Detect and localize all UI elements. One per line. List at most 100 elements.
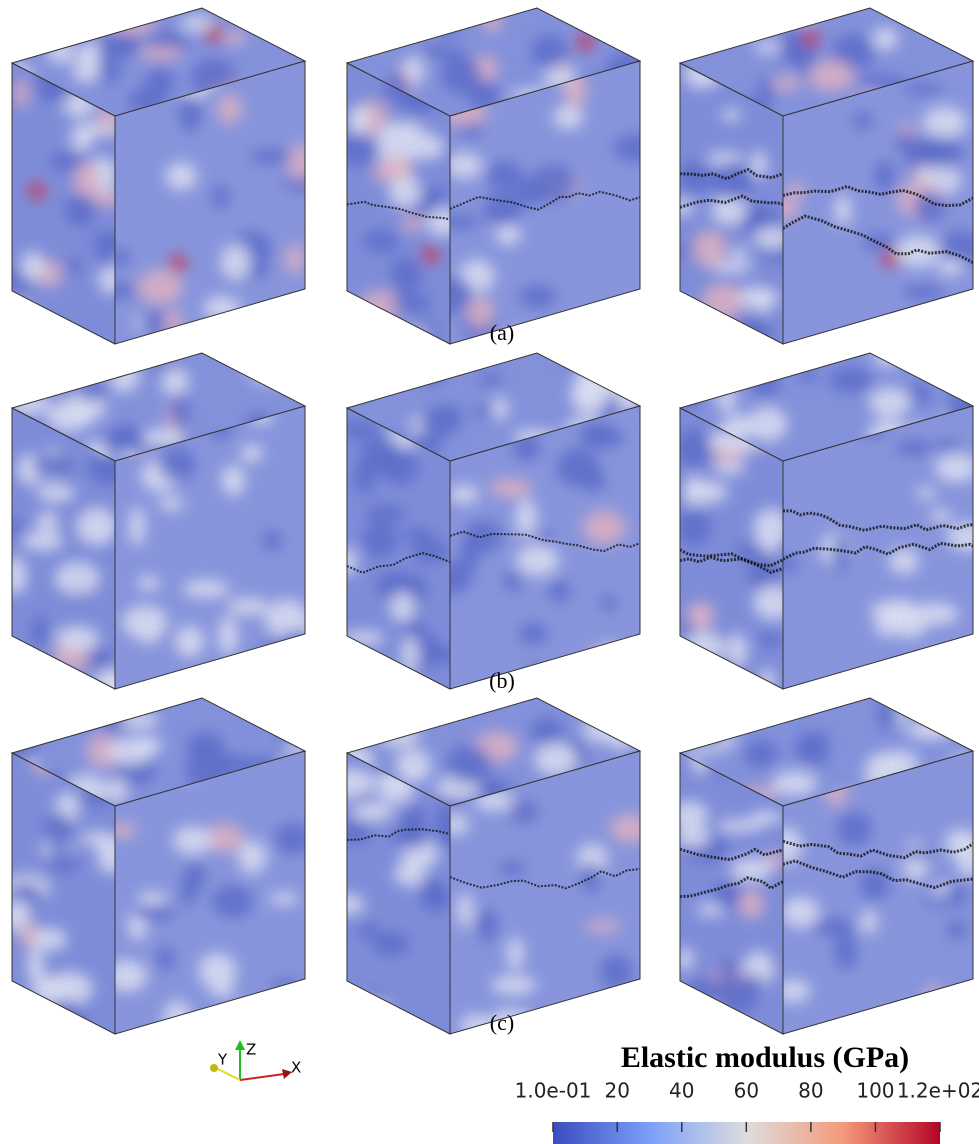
cube-face xyxy=(12,753,115,1034)
face-edge xyxy=(114,405,306,690)
blob xyxy=(12,660,32,689)
panel-label: (c) xyxy=(490,1010,514,1035)
blob xyxy=(258,319,297,344)
cube-face xyxy=(347,408,450,689)
blob xyxy=(693,704,712,729)
crack xyxy=(783,859,973,890)
panel-label: (a) xyxy=(490,320,514,345)
tick-label: 80 xyxy=(798,1079,823,1103)
cube xyxy=(10,697,307,1035)
cube xyxy=(345,697,642,1035)
cube xyxy=(345,7,642,345)
cube-face xyxy=(783,406,973,689)
crack xyxy=(680,847,783,862)
cube xyxy=(10,7,307,345)
blob xyxy=(924,656,948,670)
blob xyxy=(559,354,585,368)
crack xyxy=(347,552,450,574)
grain xyxy=(680,408,783,689)
blob xyxy=(933,8,971,23)
grain xyxy=(783,61,973,344)
crack xyxy=(783,214,973,265)
face-edge xyxy=(114,750,306,1035)
face-edge xyxy=(782,405,974,690)
crack xyxy=(680,167,783,181)
blob xyxy=(779,8,818,22)
crack xyxy=(783,541,973,561)
grain xyxy=(347,753,450,1034)
blob xyxy=(350,674,375,689)
blob xyxy=(347,999,391,1026)
blob xyxy=(380,669,411,684)
blob xyxy=(680,311,700,325)
face-edge xyxy=(449,750,641,1035)
blob xyxy=(613,1014,640,1034)
crack xyxy=(680,194,783,209)
blob xyxy=(701,368,747,386)
blob xyxy=(584,646,626,681)
cube-face xyxy=(680,753,783,1034)
blob xyxy=(689,364,715,389)
grain xyxy=(680,63,783,344)
blob xyxy=(526,666,545,683)
grain xyxy=(347,8,640,116)
blob xyxy=(253,1018,283,1034)
cube xyxy=(678,352,975,690)
crack xyxy=(783,839,973,860)
blob xyxy=(623,23,640,37)
blob xyxy=(280,1023,303,1034)
blob xyxy=(699,701,717,720)
cube xyxy=(678,7,975,345)
cube xyxy=(10,352,307,690)
colorbar-title: Elastic modulus (GPa) xyxy=(621,1041,909,1074)
cube-face xyxy=(347,753,450,1034)
blob xyxy=(403,8,423,29)
blob xyxy=(920,651,959,687)
grain xyxy=(115,61,305,344)
tick-label: 20 xyxy=(605,1079,630,1103)
face-edge xyxy=(449,60,641,345)
grain xyxy=(450,61,640,344)
blob xyxy=(902,1019,951,1034)
blob xyxy=(23,699,64,729)
crack xyxy=(783,184,973,208)
face-edge xyxy=(114,60,306,345)
crack xyxy=(680,876,783,899)
crack xyxy=(450,530,640,553)
cube-face xyxy=(450,406,640,689)
crack xyxy=(680,548,783,568)
tick-label: 100 xyxy=(856,1079,894,1103)
blob xyxy=(738,17,765,35)
grain xyxy=(12,753,115,1034)
grain xyxy=(115,406,305,689)
cube xyxy=(678,697,975,1035)
blob xyxy=(614,8,639,34)
blob xyxy=(680,1012,710,1034)
blob xyxy=(357,699,380,720)
grain xyxy=(12,408,115,689)
blob xyxy=(852,333,889,344)
grain xyxy=(347,698,640,806)
crack xyxy=(347,200,450,221)
crack xyxy=(783,509,973,532)
grain xyxy=(12,698,305,806)
blob xyxy=(12,302,38,330)
blob xyxy=(243,698,285,721)
blob xyxy=(719,8,756,24)
blob xyxy=(597,644,625,675)
axis-label: Y xyxy=(217,1051,228,1069)
tick-label: 1.2e+02 xyxy=(897,1079,979,1103)
blob xyxy=(347,698,380,710)
blob xyxy=(606,1002,640,1034)
axis-label: X xyxy=(291,1059,301,1077)
blob xyxy=(253,370,296,385)
tick-label: 60 xyxy=(734,1079,759,1103)
grain xyxy=(12,63,115,344)
cube-face xyxy=(115,751,305,1034)
colorbar-ticks: 1.0e-01 20 40 60 80 100 1.2e+02 xyxy=(515,1079,979,1132)
blob xyxy=(379,1024,407,1034)
colorbar xyxy=(553,1122,940,1144)
blob xyxy=(751,353,776,382)
crack xyxy=(450,190,640,211)
